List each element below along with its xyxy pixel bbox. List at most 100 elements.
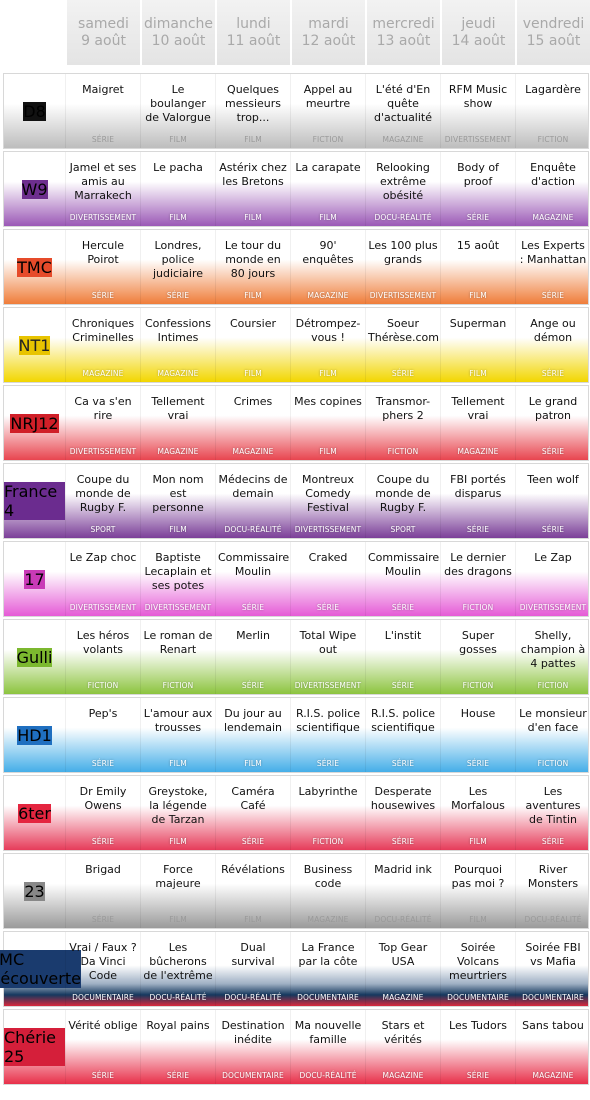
program-cell[interactable]: Hercule Poirot SÉRIE	[65, 230, 140, 304]
day-header: vendredi 15 août	[517, 0, 590, 65]
program-cell[interactable]: Révélations FILM	[215, 854, 290, 928]
program-cell[interactable]: Top Gear USA MAGAZINE	[365, 932, 440, 1006]
program-cell[interactable]: Le monsieur d'en face FICTION	[515, 698, 590, 772]
program-cell[interactable]: L'instit SÉRIE	[365, 620, 440, 694]
program-cell[interactable]: Ma nouvelle famille DOCU-RÉALITÉ	[290, 1010, 365, 1084]
program-cell[interactable]: Les bûcherons de l'extrême DOCU-RÉALITÉ	[140, 932, 215, 1006]
program-cell[interactable]: Tellement vrai MAGAZINE	[440, 386, 515, 460]
program-cell[interactable]: Dual survival DOCU-RÉALITÉ	[215, 932, 290, 1006]
program-cell[interactable]: Astérix chez les Bretons FILM	[215, 152, 290, 226]
program-cell[interactable]: Soirée FBI vs Mafia DOCUMENTAIRE	[515, 932, 590, 1006]
program-cell[interactable]: Dr Emily Owens SÉRIE	[65, 776, 140, 850]
program-cell[interactable]: Mon nom est personne FILM	[140, 464, 215, 538]
program-title: Dr Emily Owens	[79, 785, 127, 812]
program-cell[interactable]: Les Experts : Manhattan SÉRIE	[515, 230, 590, 304]
program-title: Soeur Thérèse.com	[368, 317, 439, 344]
program-cell[interactable]: Coupe du monde de Rugby F. SPORT	[365, 464, 440, 538]
program-cell[interactable]: Relooking extrême obésité DOCU-RÉALITÉ	[365, 152, 440, 226]
program-cell[interactable]: Jamel et ses amis au Marrakech DIVERTISSE…	[65, 152, 140, 226]
program-cell[interactable]: Les 100 plus grands DIVERTISSEMENT	[365, 230, 440, 304]
program-cell[interactable]: Mes copines FILM	[290, 386, 365, 460]
program-cell[interactable]: Soeur Thérèse.com SÉRIE	[365, 308, 440, 382]
program-cell[interactable]: Soirée Volcans meurtriers DOCUMENTAIRE	[440, 932, 515, 1006]
program-cell[interactable]: Ca va s'en rire DIVERTISSEMENT	[65, 386, 140, 460]
program-cell[interactable]: Super gosses FICTION	[440, 620, 515, 694]
program-cell[interactable]: Superman FILM	[440, 308, 515, 382]
program-cell[interactable]: L'amour aux trousses FILM	[140, 698, 215, 772]
program-cell[interactable]: R.I.S. police scientifique SÉRIE	[365, 698, 440, 772]
program-cell[interactable]: RFM Music show DIVERTISSEMENT	[440, 74, 515, 148]
program-cell[interactable]: Brigad SÉRIE	[65, 854, 140, 928]
program-genre: DIVERTISSEMENT	[294, 681, 362, 690]
program-cell[interactable]: Le Zap DIVERTISSEMENT	[515, 542, 590, 616]
program-cell[interactable]: Confessions Intimes MAGAZINE	[140, 308, 215, 382]
program-genre: DOCUMENTAIRE	[222, 1071, 284, 1080]
program-cell[interactable]: Commissaire Moulin SÉRIE	[365, 542, 440, 616]
program-cell[interactable]: Les aventures de Tintin SÉRIE	[515, 776, 590, 850]
program-cell[interactable]: Du jour au lendemain FILM	[215, 698, 290, 772]
program-cell[interactable]: FBI portés disparus SÉRIE	[440, 464, 515, 538]
program-cell[interactable]: Commissaire Moulin SÉRIE	[215, 542, 290, 616]
program-cell[interactable]: Coursier FILM	[215, 308, 290, 382]
program-title: Crimes	[233, 395, 273, 408]
program-cell[interactable]: Les Tudors SÉRIE	[440, 1010, 515, 1084]
program-cell[interactable]: Greystoke, la légende de Tarzan FILM	[140, 776, 215, 850]
program-cell[interactable]: Force majeure FILM	[140, 854, 215, 928]
program-cell[interactable]: Le tour du monde en 80 jours FILM	[215, 230, 290, 304]
program-cell[interactable]: Le dernier des dragons FICTION	[440, 542, 515, 616]
program-title: La carapate	[295, 161, 361, 174]
program-cell[interactable]: Les Morfalous FILM	[440, 776, 515, 850]
program-cell[interactable]: Enquête d'action MAGAZINE	[515, 152, 590, 226]
program-cell[interactable]: Quelques messieurs trop... FILM	[215, 74, 290, 148]
program-cell[interactable]: Lagardère FICTION	[515, 74, 590, 148]
program-cell[interactable]: Vérité oblige SÉRIE	[65, 1010, 140, 1084]
program-cell[interactable]: River Monsters DOCU-RÉALITÉ	[515, 854, 590, 928]
program-cell[interactable]: House SÉRIE	[440, 698, 515, 772]
program-cell[interactable]: Le Zap choc DIVERTISSEMENT	[65, 542, 140, 616]
program-cell[interactable]: Médecins de demain DOCU-RÉALITÉ	[215, 464, 290, 538]
program-cell[interactable]: Sans tabou MAGAZINE	[515, 1010, 590, 1084]
program-genre: MAGAZINE	[157, 369, 199, 378]
program-cell[interactable]: Tellement vrai MAGAZINE	[140, 386, 215, 460]
program-cell[interactable]: Le boulanger de Valorgue FILM	[140, 74, 215, 148]
program-title: Commissaire Moulin	[218, 551, 290, 578]
program-cell[interactable]: Le grand patron SÉRIE	[515, 386, 590, 460]
program-cell[interactable]: Stars et vérités MAGAZINE	[365, 1010, 440, 1084]
program-cell[interactable]: Londres, police judiciaire SÉRIE	[140, 230, 215, 304]
program-cell[interactable]: Craked SÉRIE	[290, 542, 365, 616]
program-cell[interactable]: Montreux Comedy Festival DIVERTISSEMENT	[290, 464, 365, 538]
program-cell[interactable]: Destination inédite DOCUMENTAIRE	[215, 1010, 290, 1084]
program-cell[interactable]: Royal pains SÉRIE	[140, 1010, 215, 1084]
program-cell[interactable]: R.I.S. police scientifique SÉRIE	[290, 698, 365, 772]
program-cell[interactable]: Pep's SÉRIE	[65, 698, 140, 772]
program-cell[interactable]: Caméra Café SÉRIE	[215, 776, 290, 850]
program-cell[interactable]: Shelly, champion à 4 pattes FICTION	[515, 620, 590, 694]
program-cell[interactable]: Chroniques Criminelles MAGAZINE	[65, 308, 140, 382]
program-cell[interactable]: Maigret SÉRIE	[65, 74, 140, 148]
program-cell[interactable]: Appel au meurtre FICTION	[290, 74, 365, 148]
program-cell[interactable]: 90' enquêtes MAGAZINE	[290, 230, 365, 304]
program-cell[interactable]: Détrompez-vous ! FILM	[290, 308, 365, 382]
program-cell[interactable]: Teen wolf SÉRIE	[515, 464, 590, 538]
program-cell[interactable]: Le roman de Renart FICTION	[140, 620, 215, 694]
program-cell[interactable]: La carapate FILM	[290, 152, 365, 226]
program-cell[interactable]: Ange ou démon SÉRIE	[515, 308, 590, 382]
program-cell[interactable]: Crimes MAGAZINE	[215, 386, 290, 460]
program-cell[interactable]: Pourquoi pas moi ? FILM	[440, 854, 515, 928]
program-cell[interactable]: Madrid ink DOCU-RÉALITÉ	[365, 854, 440, 928]
program-cell[interactable]: Les héros volants FICTION	[65, 620, 140, 694]
program-cell[interactable]: Body of proof SÉRIE	[440, 152, 515, 226]
program-cell[interactable]: 15 août FILM	[440, 230, 515, 304]
program-cell[interactable]: Vrai / Faux ? Da Vinci Code DOCUMENTAIRE	[65, 932, 140, 1006]
program-cell[interactable]: Transmor-phers 2 FICTION	[365, 386, 440, 460]
program-cell[interactable]: Merlin SÉRIE	[215, 620, 290, 694]
program-cell[interactable]: La France par la côte DOCUMENTAIRE	[290, 932, 365, 1006]
program-cell[interactable]: Labyrinthe FICTION	[290, 776, 365, 850]
program-cell[interactable]: Le pacha FILM	[140, 152, 215, 226]
program-cell[interactable]: Desperate housewives SÉRIE	[365, 776, 440, 850]
program-cell[interactable]: Baptiste Lecaplain et ses potes DIVERTISS…	[140, 542, 215, 616]
program-cell[interactable]: Business code MAGAZINE	[290, 854, 365, 928]
program-cell[interactable]: Coupe du monde de Rugby F. SPORT	[65, 464, 140, 538]
program-cell[interactable]: L'été d'En quête d'actualité MAGAZINE	[365, 74, 440, 148]
program-cell[interactable]: Total Wipe out DIVERTISSEMENT	[290, 620, 365, 694]
